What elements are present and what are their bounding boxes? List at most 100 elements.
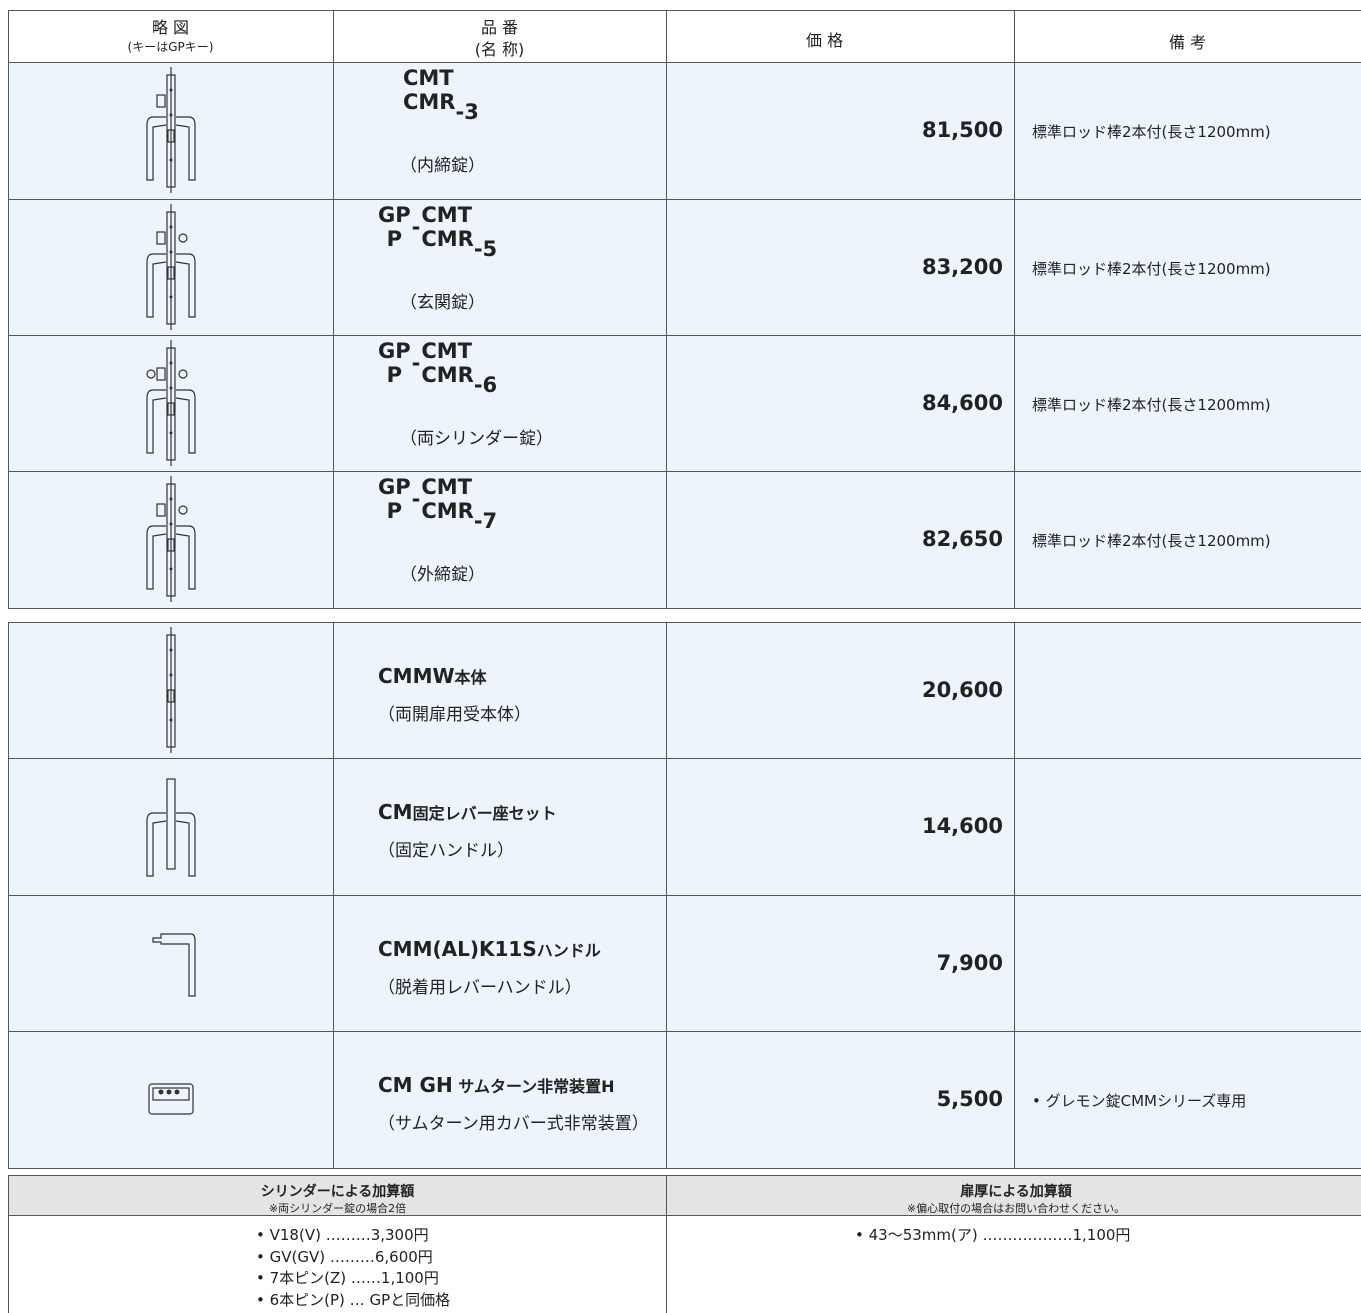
model-bottom: CMR <box>403 90 456 114</box>
body-cell <box>666 622 1015 760</box>
name-rest: 固定レバー座セット <box>412 804 557 823</box>
icon-part <box>146 116 167 181</box>
body-cell <box>666 471 1015 609</box>
remarks: 標準ロッド棒2本付(長さ1200mm) <box>1032 260 1271 278</box>
sketch-icon <box>152 933 196 997</box>
price: 7,900 <box>936 951 1003 975</box>
icon-part <box>146 369 156 379</box>
prefix-top: GP <box>378 475 411 499</box>
name-bold: CM <box>378 800 413 824</box>
remarks: • グレモン錠CMMシリーズ専用 <box>1032 1092 1247 1110</box>
model-name: CMMW本体 <box>378 664 487 688</box>
icon-part <box>169 113 173 117</box>
name-rest: ハンドル <box>536 941 601 960</box>
icon-part <box>152 1087 190 1101</box>
name-rest: サムターン非常装置H <box>452 1077 615 1096</box>
icon-part <box>158 1089 164 1095</box>
remarks: 標準ロッド棒2本付(長さ1200mm) <box>1032 532 1271 550</box>
model: CMT CMR <box>421 475 473 523</box>
sketch-icon <box>148 1083 194 1115</box>
model-suffix: -7 <box>473 509 498 533</box>
body-cell <box>1014 335 1361 473</box>
icon-part <box>169 250 173 254</box>
model-group: GP P - CMT CMR -5 <box>378 203 497 261</box>
model-bottom: CMR <box>421 227 474 251</box>
model-subname: （外締錠） <box>400 565 485 585</box>
surcharge-item: • 43〜53mm(ア) ………………1,100円 <box>855 1226 1131 1244</box>
model-group: CMT CMR -3 <box>403 66 479 124</box>
body-cell <box>333 335 667 473</box>
header-text: 価 格 <box>806 31 844 50</box>
model-name: CMM(AL)K11Sハンドル <box>378 937 601 961</box>
name-bold: CM GH <box>378 1073 453 1097</box>
model-bottom: CMR <box>421 499 474 523</box>
surcharge-item: • 6本ピン(P) … GPと同価格 <box>256 1290 451 1309</box>
body-cell <box>1014 199 1361 337</box>
price: 14,600 <box>921 814 1003 838</box>
model: CMT CMR <box>421 339 473 387</box>
model-group: GP P - CMT CMR -6 <box>378 339 497 397</box>
icon-part <box>175 389 196 454</box>
icon-part <box>175 253 196 318</box>
icon-part <box>178 233 188 243</box>
model-top: CMT <box>421 339 472 363</box>
header-note: (名 称) <box>474 40 525 59</box>
model-suffix: -5 <box>473 237 498 261</box>
prefix-bottom: P <box>386 499 403 523</box>
icon-part <box>169 295 173 299</box>
sketch-icon <box>146 67 196 193</box>
prefix-bottom: P <box>386 227 403 251</box>
icon-part <box>146 812 167 877</box>
model-subname: （内締錠） <box>400 156 485 176</box>
model-name: CM固定レバー座セット <box>378 800 557 824</box>
model-group: GP P - CMT CMR -7 <box>378 475 497 533</box>
icon-part <box>169 718 173 722</box>
model-bottom: CMR <box>421 363 474 387</box>
model-top: CMT <box>403 66 454 90</box>
icon-part <box>169 386 173 390</box>
model-suffix: -3 <box>455 100 479 124</box>
icon-part <box>166 778 176 870</box>
surcharge-title: 扉厚による加算額 <box>960 1184 1072 1200</box>
body-cell <box>666 62 1015 200</box>
surcharge-item: • V18(V) ………3,300円 <box>256 1226 429 1244</box>
icon-part <box>156 231 166 245</box>
icon-part <box>169 225 173 229</box>
model: CMT CMR <box>421 203 473 251</box>
surcharge-item: • 7本ピン(Z) ……1,100円 <box>256 1269 439 1287</box>
icon-part <box>169 431 173 435</box>
prefix: GP P <box>378 339 411 387</box>
body-cell <box>333 758 667 896</box>
icon-part <box>156 94 166 108</box>
icon-part <box>146 253 167 318</box>
surcharge-header <box>8 1175 667 1216</box>
price: 84,600 <box>921 391 1003 415</box>
body-cell <box>666 1031 1015 1169</box>
surcharge-note: ※両シリンダー錠の場合2倍 <box>268 1202 407 1215</box>
icon-part <box>169 648 173 652</box>
prefix-top: GP <box>378 203 411 227</box>
body-cell <box>666 199 1015 337</box>
icon-part <box>166 1089 172 1095</box>
body-cell <box>333 199 667 337</box>
body-cell <box>1014 622 1361 760</box>
body-cell <box>8 758 334 896</box>
header-text: 品 番 <box>480 18 519 37</box>
header-cell <box>8 10 334 63</box>
icon-part <box>169 497 173 501</box>
icon-part <box>169 567 173 571</box>
remarks: 標準ロッド棒2本付(長さ1200mm) <box>1032 123 1271 141</box>
name-rest: 本体 <box>454 668 487 687</box>
surcharge-title: シリンダーによる加算額 <box>260 1184 415 1200</box>
sketch-icon <box>146 340 196 466</box>
header-note: (キーはGPキー) <box>127 40 214 54</box>
name-bold: CMMW <box>378 664 455 688</box>
model-subname: （固定ハンドル） <box>378 841 514 861</box>
icon-part <box>146 389 167 454</box>
icon-part <box>167 402 175 416</box>
model-subname: （両開扉用受本体） <box>378 705 531 725</box>
icon-part <box>148 1083 194 1115</box>
icon-part <box>167 129 175 143</box>
price: 5,500 <box>936 1087 1003 1111</box>
